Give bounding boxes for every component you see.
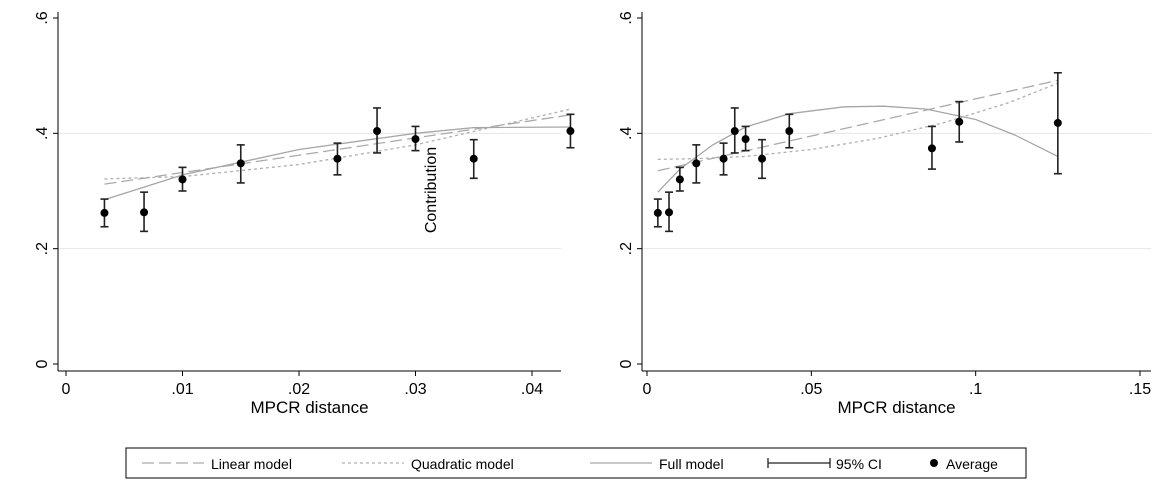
y-tick-label: .6	[34, 11, 51, 24]
right-panel: 0 .2 .4 .6 0 .05 .1 .15 MPCR distance	[618, 10, 1151, 417]
legend-ci-label: 95% CI	[836, 456, 882, 472]
average-point	[730, 127, 739, 136]
y-tick-label: .4	[34, 127, 51, 140]
y-tick-label: .4	[618, 127, 635, 140]
legend-quadratic-label: Quadratic model	[411, 456, 514, 472]
average-point	[469, 154, 478, 163]
average-point	[692, 159, 701, 168]
y-tick-label: .6	[618, 11, 635, 24]
average-point	[719, 154, 728, 163]
x-tick-label: .15	[1129, 381, 1151, 398]
y-tick-label: .2	[34, 242, 51, 255]
average-point	[566, 127, 575, 136]
legend-average-swatch	[930, 459, 938, 467]
quadratic-fit-line	[657, 82, 1059, 160]
x-tick-label: 0	[62, 381, 71, 398]
average-point	[955, 117, 964, 126]
x-tick-label: .04	[521, 381, 543, 398]
average-point	[373, 127, 382, 136]
plot-area	[58, 10, 561, 371]
average-point	[665, 208, 674, 217]
average-point	[236, 159, 245, 168]
y-tick-label: 0	[34, 359, 51, 368]
x-tick-label: .1	[969, 381, 982, 398]
average-point	[178, 175, 187, 184]
y-tick-label: 0	[618, 359, 635, 368]
y-axis-annotation-contribution: Contribution	[423, 147, 440, 233]
average-point	[411, 135, 420, 144]
average-point	[140, 208, 149, 217]
legend-average-label: Average	[946, 456, 998, 472]
x-axis-title: MPCR distance	[250, 398, 368, 417]
quadratic-fit-line	[104, 108, 571, 180]
x-tick-label: .02	[288, 381, 310, 398]
legend-full-label: Full model	[659, 456, 724, 472]
average-point	[333, 154, 342, 163]
legend-box	[125, 447, 1027, 479]
full-fit-line	[104, 126, 571, 201]
average-point	[1053, 118, 1062, 127]
average-point	[785, 127, 794, 136]
average-point	[653, 208, 662, 217]
full-fit-line	[657, 105, 1059, 193]
average-point	[675, 175, 684, 184]
x-tick-label: .03	[404, 381, 426, 398]
x-tick-label: .01	[171, 381, 193, 398]
x-tick-label: 0	[643, 381, 652, 398]
x-axis-title: MPCR distance	[837, 398, 955, 417]
y-tick-label: .2	[618, 242, 635, 255]
left-panel: 0 .2 .4 .6 0 .01 .02 .03 .04 MPCR distance	[34, 10, 575, 417]
average-point	[100, 208, 109, 217]
plot-area	[642, 10, 1151, 371]
average-point	[741, 135, 750, 144]
legend-linear-label: Linear model	[211, 456, 292, 472]
legend-ci-swatch	[767, 458, 831, 468]
legend: Linear model Quadratic model Full model …	[125, 447, 1027, 479]
average-point	[758, 154, 767, 163]
x-tick-label: .05	[800, 381, 822, 398]
average-point	[927, 144, 936, 153]
